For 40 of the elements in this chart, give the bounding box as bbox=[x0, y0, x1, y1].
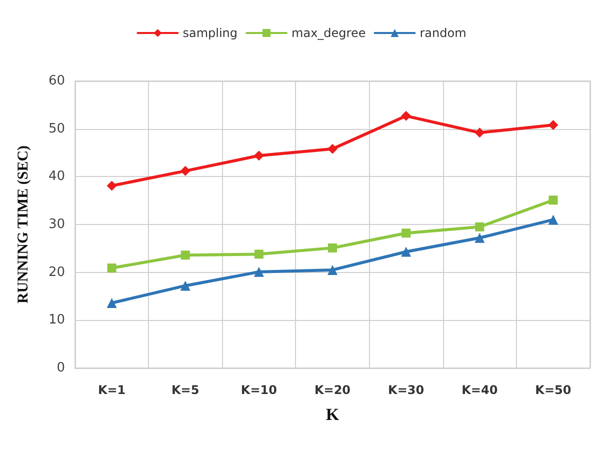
point bbox=[548, 120, 558, 130]
point bbox=[328, 264, 338, 275]
x-tick-label: K=5 bbox=[172, 383, 200, 397]
point bbox=[107, 264, 116, 273]
y-tick-label: 30 bbox=[48, 217, 65, 232]
x-tick-label: K=30 bbox=[388, 383, 424, 397]
y-tick-label: 20 bbox=[48, 264, 65, 280]
x-axis-title: K bbox=[326, 405, 340, 424]
x-tick-label: K=10 bbox=[240, 383, 277, 397]
point bbox=[401, 110, 412, 121]
x-tick-label: K=40 bbox=[462, 383, 498, 397]
point bbox=[328, 243, 337, 252]
y-tick-label: 0 bbox=[56, 360, 65, 376]
y-tick-label: 50 bbox=[48, 121, 65, 136]
x-tick-label: K=50 bbox=[535, 383, 572, 397]
x-tick-label: K=20 bbox=[314, 383, 351, 397]
y-tick-label: 10 bbox=[48, 312, 65, 328]
point bbox=[548, 214, 558, 225]
y-axis-title: RUNNING TIME (SEC) bbox=[16, 145, 32, 304]
point bbox=[328, 144, 338, 154]
point bbox=[254, 266, 264, 277]
point bbox=[474, 128, 485, 138]
point bbox=[401, 246, 412, 257]
point bbox=[474, 232, 485, 243]
point bbox=[548, 196, 558, 205]
point bbox=[106, 180, 117, 191]
legend-label: max_degree bbox=[292, 26, 366, 40]
point bbox=[106, 298, 117, 308]
legend-label: sampling bbox=[182, 26, 238, 40]
point bbox=[254, 150, 264, 161]
y-tick-label: 60 bbox=[48, 74, 65, 88]
point bbox=[180, 166, 190, 176]
point bbox=[180, 250, 190, 260]
x-tick-label: K=1 bbox=[98, 383, 126, 397]
point bbox=[254, 250, 264, 259]
point bbox=[475, 222, 484, 232]
point bbox=[180, 280, 190, 291]
point bbox=[402, 228, 411, 238]
legend-label: random bbox=[420, 26, 466, 40]
y-tick-label: 40 bbox=[48, 169, 65, 184]
